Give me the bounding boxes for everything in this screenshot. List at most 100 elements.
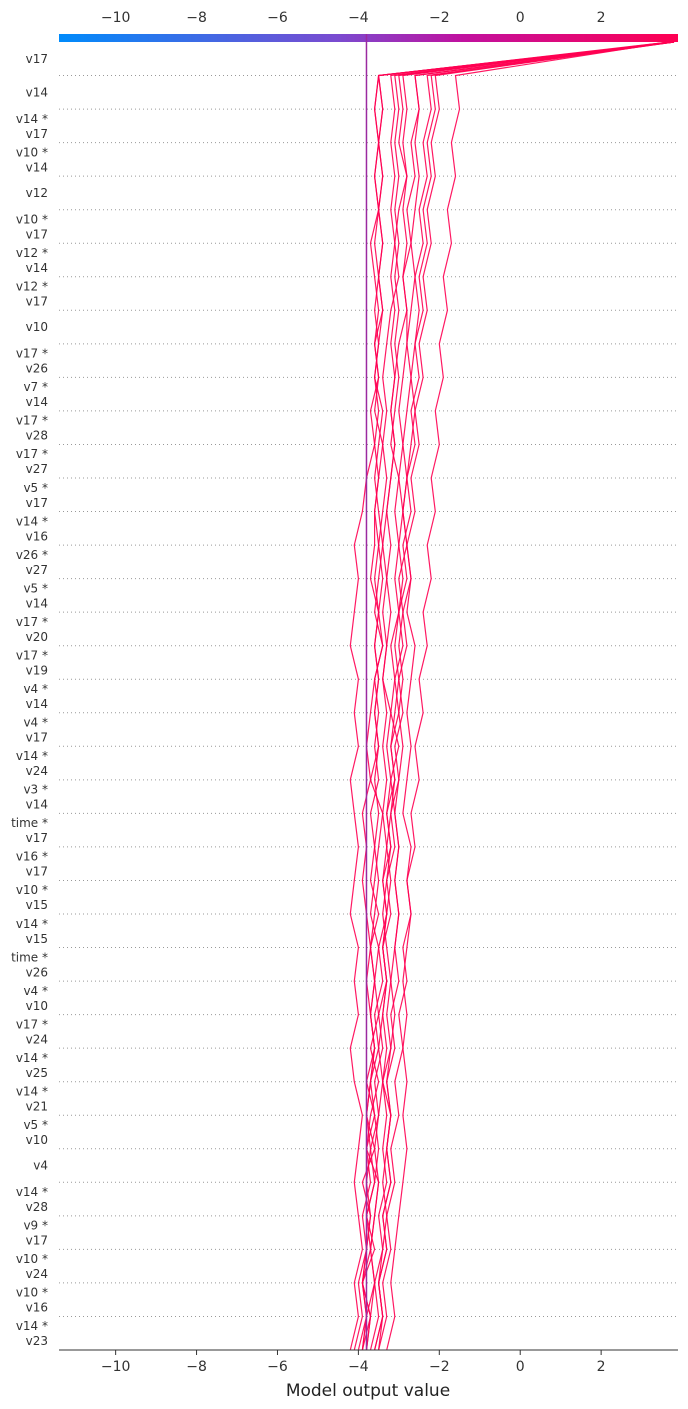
decision-path: [365, 41, 675, 1351]
feature-label: v5 *: [23, 581, 48, 595]
feature-label: v14 *: [16, 514, 48, 528]
feature-label: v15: [26, 932, 48, 946]
top-tick-label: 0: [516, 10, 525, 26]
feature-label: v24: [26, 1267, 48, 1281]
feature-label: v10: [26, 320, 48, 334]
feature-label: v19: [26, 663, 48, 677]
feature-label: v24: [26, 1032, 48, 1046]
feature-label: v27: [26, 563, 48, 577]
feature-label: v14 *: [16, 749, 48, 763]
feature-label: v17 *: [16, 1017, 48, 1031]
feature-label: v12 *: [16, 246, 48, 260]
decision-path: [353, 41, 675, 1351]
feature-label: v5 *: [23, 481, 48, 495]
top-tick-label: −4: [348, 10, 369, 26]
feature-label: v26 *: [16, 548, 48, 562]
decision-path: [386, 41, 670, 1351]
top-tick-label: −6: [267, 10, 288, 26]
top-tick-label: −8: [186, 10, 207, 26]
feature-label: v4 *: [23, 984, 48, 998]
feature-label: v14: [26, 261, 48, 275]
feature-label: v14: [26, 160, 48, 174]
feature-label: v4: [33, 1159, 48, 1173]
feature-label: v3 *: [23, 783, 48, 797]
feature-label: v17: [26, 731, 48, 745]
feature-label: v17: [26, 496, 48, 510]
feature-label: v12: [26, 186, 48, 200]
feature-label: v15: [26, 898, 48, 912]
feature-label: v14 *: [16, 1084, 48, 1098]
bottom-tick-label: −10: [101, 1359, 131, 1375]
feature-label: v14 *: [16, 1051, 48, 1065]
feature-label: v14 *: [16, 1319, 48, 1333]
feature-label: v4 *: [23, 682, 48, 696]
feature-label: v14 *: [16, 1185, 48, 1199]
feature-label: v16: [26, 529, 48, 543]
feature-label: v14 *: [16, 112, 48, 126]
bottom-tick-label: 2: [597, 1359, 606, 1375]
feature-label: v20: [26, 630, 48, 644]
feature-label: v10: [26, 999, 48, 1013]
feature-label: v14: [26, 85, 48, 99]
feature-label: v17: [26, 295, 48, 309]
decision-paths: [349, 41, 675, 1351]
feature-label: v14: [26, 697, 48, 711]
feature-label: v17: [26, 52, 48, 66]
feature-label: time *: [11, 950, 48, 964]
feature-label: v26: [26, 965, 48, 979]
top-tick-label: −10: [101, 10, 131, 26]
decision-path: [361, 41, 675, 1351]
feature-label: v25: [26, 1066, 48, 1080]
feature-label: v17: [26, 1234, 48, 1248]
feature-label: v17: [26, 865, 48, 879]
feature-label: v5 *: [23, 1118, 48, 1132]
feature-label: v17: [26, 227, 48, 241]
bottom-tick-label: −8: [186, 1359, 207, 1375]
feature-label: v14: [26, 798, 48, 812]
bottom-tick-label: −2: [429, 1359, 450, 1375]
bottom-tick-label: 0: [516, 1359, 525, 1375]
feature-label: v4 *: [23, 716, 48, 730]
feature-label: v14: [26, 596, 48, 610]
feature-label: v10 *: [16, 1252, 48, 1266]
feature-label: v17: [26, 831, 48, 845]
feature-label: v10 *: [16, 212, 48, 226]
feature-label: v10 *: [16, 145, 48, 159]
decision-path: [374, 41, 670, 1351]
decision-path: [361, 41, 675, 1351]
feature-label: v23: [26, 1334, 48, 1348]
top-tick-label: −2: [429, 10, 450, 26]
bottom-tick-labels: −10 −8 −6 −4 −2 0 2: [101, 1350, 606, 1375]
feature-label: v17: [26, 127, 48, 141]
decision-path: [374, 41, 670, 1351]
feature-label: v7 *: [23, 380, 48, 394]
decision-path: [349, 41, 675, 1351]
feature-label: v24: [26, 764, 48, 778]
decision-path: [369, 41, 675, 1351]
feature-label: v10: [26, 1133, 48, 1147]
colorbar: [59, 34, 678, 42]
decision-path: [378, 41, 670, 1351]
feature-label: v17 *: [16, 648, 48, 662]
feature-label: time *: [11, 816, 48, 830]
feature-label: v14: [26, 395, 48, 409]
feature-label: v17 *: [16, 615, 48, 629]
feature-label: v9 *: [23, 1219, 48, 1233]
bottom-tick-label: −4: [348, 1359, 369, 1375]
feature-label: v16: [26, 1301, 48, 1315]
feature-label: v17 *: [16, 447, 48, 461]
feature-label: v28: [26, 429, 48, 443]
decision-path: [357, 41, 670, 1351]
feature-label: v17 *: [16, 414, 48, 428]
feature-label: v10 *: [16, 883, 48, 897]
feature-label: v26: [26, 362, 48, 376]
feature-label: v10 *: [16, 1286, 48, 1300]
feature-label: v14 *: [16, 917, 48, 931]
x-axis-title: Model output value: [286, 1381, 450, 1401]
feature-label: v16 *: [16, 850, 48, 864]
feature-label: v17 *: [16, 347, 48, 361]
feature-label: v27: [26, 462, 48, 476]
top-tick-labels: −10 −8 −6 −4 −2 0 2: [101, 10, 606, 26]
